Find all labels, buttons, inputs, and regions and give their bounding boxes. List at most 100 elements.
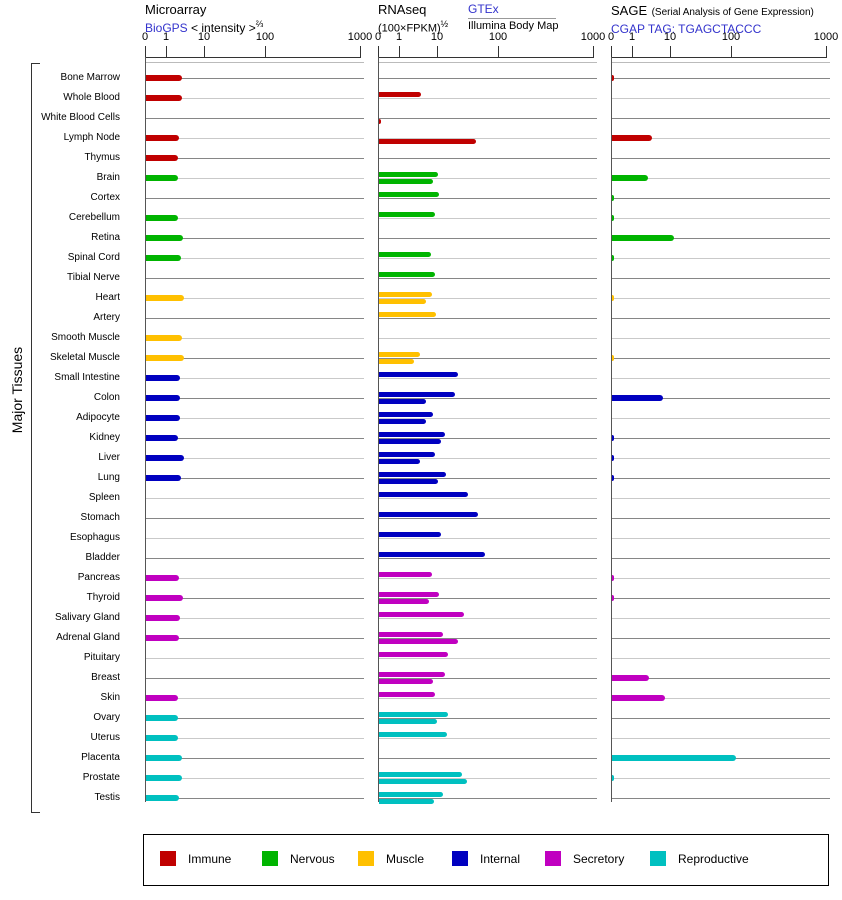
row-gridline <box>379 178 597 179</box>
tissue-label: Adipocyte <box>76 412 120 423</box>
row-gridline <box>379 558 597 559</box>
axis-tick-mark <box>670 46 671 58</box>
tissue-label: Heart <box>95 292 120 303</box>
rnaseq-illumina-bar <box>379 779 468 784</box>
rnaseq-illumina-bar <box>379 119 382 124</box>
microarray-bar <box>146 595 183 601</box>
row-gridline <box>146 378 364 379</box>
tissue-label: Adrenal Gland <box>56 632 120 643</box>
row-gridline <box>379 98 597 99</box>
row-gridline <box>146 578 364 579</box>
axis-tick-label: 0 <box>374 31 382 43</box>
tissue-label: Skeletal Muscle <box>49 352 120 363</box>
sage-bar <box>612 695 666 701</box>
tissue-label: Brain <box>96 172 120 183</box>
row-gridline <box>146 278 364 279</box>
microarray-scale-exponent: ⅔ <box>255 19 264 29</box>
row-gridline <box>612 678 830 679</box>
microarray-bar <box>146 95 183 101</box>
microarray-bar <box>146 375 180 381</box>
row-gridline <box>379 218 597 219</box>
rnaseq-gtex-bar <box>379 272 435 277</box>
axis-tick-label: 0 <box>141 31 149 43</box>
tissue-label: Testis <box>94 792 120 803</box>
sage-bar <box>612 355 615 361</box>
axis-tick-mark <box>632 46 633 58</box>
tissue-label: Placenta <box>81 752 120 763</box>
row-gridline <box>379 138 597 139</box>
panel-top-line <box>379 62 597 63</box>
row-gridline <box>379 258 597 259</box>
rnaseq-illumina-bar <box>379 479 438 484</box>
tissue-label: Spinal Cord <box>67 252 120 263</box>
legend-swatch-secretory <box>545 851 561 866</box>
microarray-bar <box>146 475 181 481</box>
axis-tick-mark <box>731 46 732 58</box>
major-tissues-label: Major Tissues <box>9 346 25 434</box>
row-gridline <box>379 338 597 339</box>
panel-top-line <box>146 62 364 63</box>
row-gridline <box>379 618 597 619</box>
microarray-bar <box>146 695 179 701</box>
row-gridline <box>612 158 830 159</box>
tissue-label: Thymus <box>84 152 120 163</box>
sage-bar <box>612 295 615 301</box>
sage-bar <box>612 395 664 401</box>
sage-bar <box>612 175 649 181</box>
tissue-label: Stomach <box>80 512 120 523</box>
microarray-bar <box>146 235 183 241</box>
cgap-link[interactable]: CGAP <box>611 22 645 36</box>
tissue-label: Lymph Node <box>63 132 120 143</box>
row-gridline <box>146 218 364 219</box>
axis-baseline <box>378 57 593 58</box>
rnaseq-gtex-bar <box>379 712 449 717</box>
gtex-link[interactable]: GTEx <box>468 2 499 16</box>
row-gridline <box>612 278 830 279</box>
microarray-bar <box>146 395 180 401</box>
rnaseq-illumina-bar <box>379 639 458 644</box>
legend-swatch-nervous <box>262 851 278 866</box>
row-gridline <box>379 738 597 739</box>
rnaseq-header: RNAseq (100×FPKM)½ <box>378 2 448 35</box>
illumina-body-map-label: Illumina Body Map <box>468 20 559 32</box>
rnaseq-scale-label: (100×FPKM) <box>378 22 441 35</box>
rnaseq-gtex-bar <box>379 792 443 797</box>
row-gridline <box>146 458 364 459</box>
tissue-label: Cerebellum <box>68 212 120 223</box>
rnaseq-gtex-bar <box>379 392 455 397</box>
tissue-label: White Blood Cells <box>41 112 120 123</box>
panel-title-sage: SAGE <box>611 3 648 18</box>
tissue-label: Uterus <box>90 732 120 743</box>
row-gridline <box>379 538 597 539</box>
tissue-bracket <box>31 63 32 812</box>
row-gridline <box>612 178 830 179</box>
tissue-label: Smooth Muscle <box>51 332 120 343</box>
tissue-label: Liver <box>98 452 120 463</box>
row-gridline <box>379 278 597 279</box>
row-gridline <box>612 798 830 799</box>
row-gridline <box>612 138 830 139</box>
axis-tick-label: 10 <box>663 31 677 43</box>
sage-bar <box>612 135 653 141</box>
microarray-bar <box>146 635 180 641</box>
row-gridline <box>146 118 364 119</box>
rnaseq-gtex-bar <box>379 352 421 357</box>
rnaseq-illumina-bar <box>379 719 437 724</box>
axis-tick-label: 0 <box>607 31 615 43</box>
rnaseq-illumina-bar <box>379 419 426 424</box>
row-gridline <box>146 258 364 259</box>
row-gridline <box>146 238 364 239</box>
row-gridline <box>612 258 830 259</box>
biogps-link[interactable]: BioGPS <box>145 21 188 35</box>
microarray-bar <box>146 775 183 781</box>
row-gridline <box>146 158 364 159</box>
tissue-label: Colon <box>93 392 120 403</box>
tissue-label: Cortex <box>90 192 120 203</box>
row-gridline <box>612 218 830 219</box>
axis-tick-label: 100 <box>488 31 508 43</box>
row-gridline <box>379 758 597 759</box>
axis-baseline <box>611 57 826 58</box>
row-gridline <box>612 118 830 119</box>
rnaseq-gtex-bar <box>379 252 431 257</box>
rnaseq-gtex-bar <box>379 672 445 677</box>
